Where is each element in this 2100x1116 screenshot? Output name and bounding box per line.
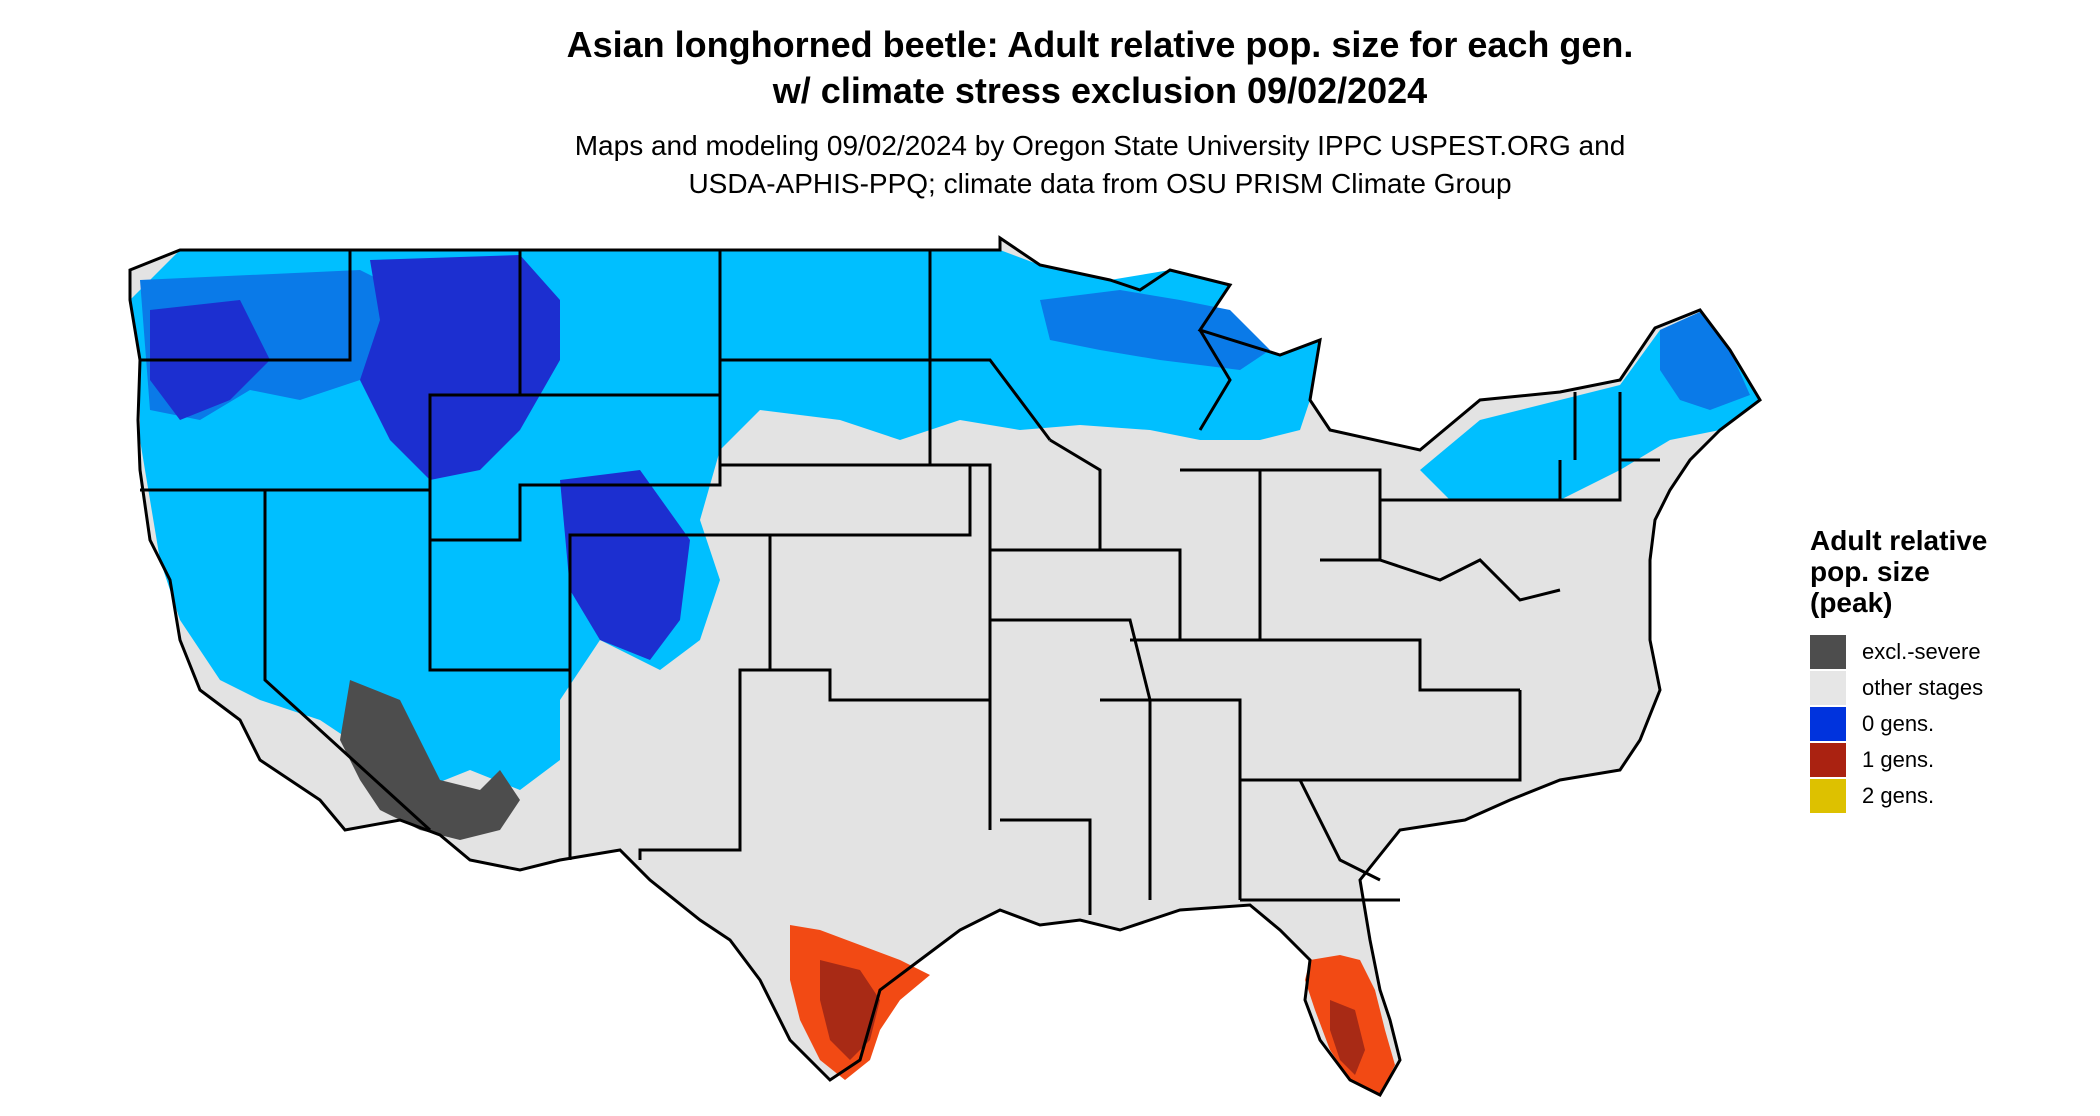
legend-title-line-1: Adult relative bbox=[1810, 525, 1988, 556]
legend-label-other-stages: other stages bbox=[1862, 675, 1984, 700]
legend-item-excluded: excl.-severe bbox=[1810, 634, 2090, 670]
legend-swatch-one-gen bbox=[1810, 743, 1846, 777]
dark-blue-zone-colorado bbox=[560, 470, 690, 660]
legend-swatch-two-gens bbox=[1810, 779, 1846, 813]
map-subtitle-line-2: USDA-APHIS-PPQ; climate data from OSU PR… bbox=[688, 168, 1512, 199]
legend-item-two-gens: 2 gens. bbox=[1810, 778, 2090, 814]
legend-item-one-gen: 1 gens. bbox=[1810, 742, 2090, 778]
legend-title-line-3: (peak) bbox=[1810, 587, 1893, 618]
medium-blue-zone-maine bbox=[1660, 312, 1750, 410]
map-subtitle-line-1: Maps and modeling 09/02/2024 by Oregon S… bbox=[574, 130, 1626, 161]
legend-item-other-stages: other stages bbox=[1810, 670, 2090, 706]
dark-blue-zone-rockies bbox=[360, 255, 560, 480]
map-title-line-1: Asian longhorned beetle: Adult relative … bbox=[566, 24, 1634, 65]
legend-label-excluded: excl.-severe bbox=[1862, 639, 1981, 664]
legend-title: Adult relative pop. size (peak) bbox=[1810, 525, 2090, 618]
one-gen-zone-texas-core bbox=[820, 960, 880, 1060]
legend-swatch-excluded bbox=[1810, 635, 1846, 669]
legend: Adult relative pop. size (peak) excl.-se… bbox=[1810, 525, 2090, 814]
state-borders bbox=[128, 235, 1762, 1097]
legend-label-one-gen: 1 gens. bbox=[1862, 747, 1935, 772]
legend-label-zero-gens: 0 gens. bbox=[1862, 711, 1935, 736]
excluded-zone-southwest bbox=[340, 680, 520, 840]
legend-title-line-2: pop. size bbox=[1810, 556, 1930, 587]
legend-item-zero-gens: 0 gens. bbox=[1810, 706, 2090, 742]
legend-label-two-gens: 2 gens. bbox=[1862, 783, 1935, 808]
one-gen-zone-florida-core bbox=[1330, 1000, 1365, 1075]
map-title-line-2: w/ climate stress exclusion 09/02/2024 bbox=[772, 70, 1428, 111]
legend-swatch-other-stages bbox=[1810, 671, 1846, 705]
legend-swatch-zero-gens bbox=[1810, 707, 1846, 741]
